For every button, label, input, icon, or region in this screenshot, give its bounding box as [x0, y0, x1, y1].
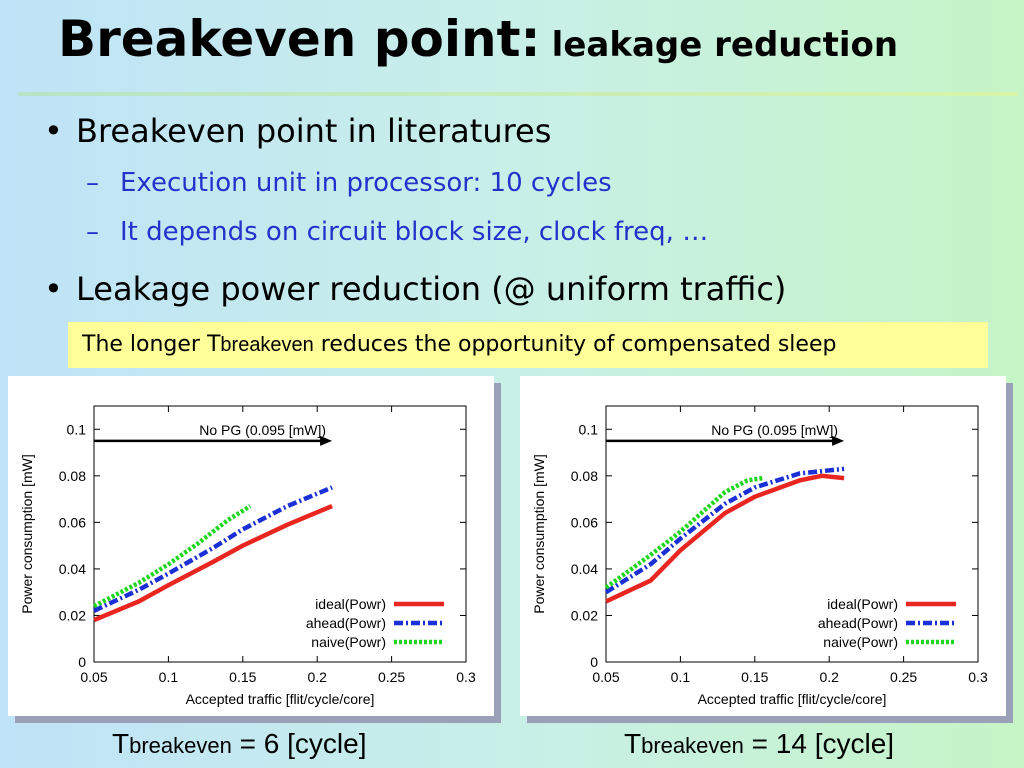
x-tick-label: 0.25 [890, 669, 917, 685]
plot-frame [605, 405, 979, 663]
x-tick-label: 0.3 [968, 669, 988, 685]
no-pg-annotation: No PG (0.095 [mW]) [711, 422, 838, 438]
chart-right-svg: 0 0.02 0.04 0.06 0.08 0.1 0.05 0.1 0.15 0.2 0.25 0.… [531, 405, 988, 707]
bullet-dot-icon: • [44, 270, 63, 308]
y-tick-label: 0.04 [59, 561, 86, 577]
caption-left: Tbreakeven = 6 [cycle] [112, 728, 366, 760]
y-tick-label: 0.08 [59, 468, 86, 484]
chart-right: 0 0.02 0.04 0.06 0.08 0.1 0.05 0.1 0.15 0.2 0.25 0.… [520, 376, 1006, 716]
note-text-pre: The longer T [82, 332, 221, 357]
series-line-ideal [93, 503, 333, 623]
sub-bullet-depends: It depends on circuit block size, clock … [120, 217, 709, 247]
x-axis-label: Accepted traffic [flit/cycle/core] [186, 691, 375, 707]
x-tick-label: 0.3 [456, 669, 476, 685]
legend-label: ahead(Powr) [818, 615, 898, 631]
bullet-leakage-power: Leakage power reduction (@ uniform traff… [76, 270, 787, 308]
sub-bullet-execution-unit: Execution unit in processor: 10 cycles [120, 168, 612, 198]
no-pg-arrow-head-icon [320, 435, 333, 446]
y-tick-label: 0.02 [59, 607, 86, 623]
series-line-naive [604, 475, 763, 590]
dash-icon: – [86, 168, 99, 198]
y-tick-label: 0.04 [571, 561, 598, 577]
y-axis-label: Power consumption [mW] [531, 454, 547, 614]
y-tick-label: 0.06 [59, 514, 86, 530]
y-tick-label: 0.08 [571, 468, 598, 484]
note-text-post: reduces the opportunity of compensated s… [313, 332, 837, 357]
caption-right-subscript: breakeven [641, 733, 744, 758]
note-text-subscript: breakeven [220, 334, 314, 356]
plot-frame [93, 405, 467, 663]
x-tick-label: 0.05 [592, 669, 619, 685]
dash-icon: – [86, 217, 99, 247]
x-tick-label: 0.1 [159, 669, 179, 685]
x-tick-label: 0.2 [307, 669, 327, 685]
y-tick-label: 0.1 [579, 421, 599, 437]
series-line-ahead [93, 485, 333, 613]
slide-title-main: Breakeven point: [58, 10, 541, 68]
no-pg-arrow-head-icon [832, 435, 845, 446]
x-tick-label: 0.2 [819, 669, 839, 685]
slide-title-sub: leakage reduction [551, 25, 899, 65]
legend-label: ahead(Powr) [306, 615, 386, 631]
caption-right: Tbreakeven = 14 [cycle] [624, 728, 894, 760]
no-pg-annotation: No PG (0.095 [mW]) [199, 422, 326, 438]
legend-label: ideal(Powr) [827, 596, 898, 612]
y-tick-label: 0.02 [571, 607, 598, 623]
y-tick-label: 0 [590, 654, 598, 670]
caption-right-pre: T [624, 728, 642, 759]
x-axis-label: Accepted traffic [flit/cycle/core] [698, 691, 887, 707]
series-line-ideal [605, 473, 845, 604]
chart-left-svg: 0 0.02 0.04 0.06 0.08 0.1 0.05 0.1 0.15 0.2 0.25 0.… [19, 405, 476, 707]
slide-title: Breakeven point: leakage reduction [58, 10, 898, 68]
x-tick-label: 0.05 [80, 669, 107, 685]
x-tick-label: 0.15 [741, 669, 768, 685]
legend-label: ideal(Powr) [315, 596, 386, 612]
legend-label: naive(Powr) [311, 634, 386, 650]
title-divider [18, 92, 1018, 96]
y-tick-label: 0.06 [571, 514, 598, 530]
highlight-note: The longer Tbreakeven reduces the opport… [68, 322, 988, 368]
legend-label: naive(Powr) [823, 634, 898, 650]
bullet-literatures: Breakeven point in literatures [76, 112, 552, 150]
caption-left-pre: T [112, 728, 130, 759]
bullet-dot-icon: • [44, 112, 63, 150]
y-tick-label: 0 [78, 654, 86, 670]
caption-left-post: = 6 [cycle] [231, 728, 367, 759]
y-axis-label: Power consumption [mW] [19, 454, 35, 614]
chart-left: 0 0.02 0.04 0.06 0.08 0.1 0.05 0.1 0.15 0.2 0.25 0.… [8, 376, 494, 716]
caption-right-post: = 14 [cycle] [743, 728, 895, 759]
series-line-ahead [604, 466, 845, 595]
y-tick-label: 0.1 [67, 421, 87, 437]
x-tick-label: 0.1 [671, 669, 691, 685]
caption-left-subscript: breakeven [129, 733, 232, 758]
x-tick-label: 0.25 [378, 669, 405, 685]
series-line-naive [92, 504, 252, 609]
x-tick-label: 0.15 [229, 669, 256, 685]
